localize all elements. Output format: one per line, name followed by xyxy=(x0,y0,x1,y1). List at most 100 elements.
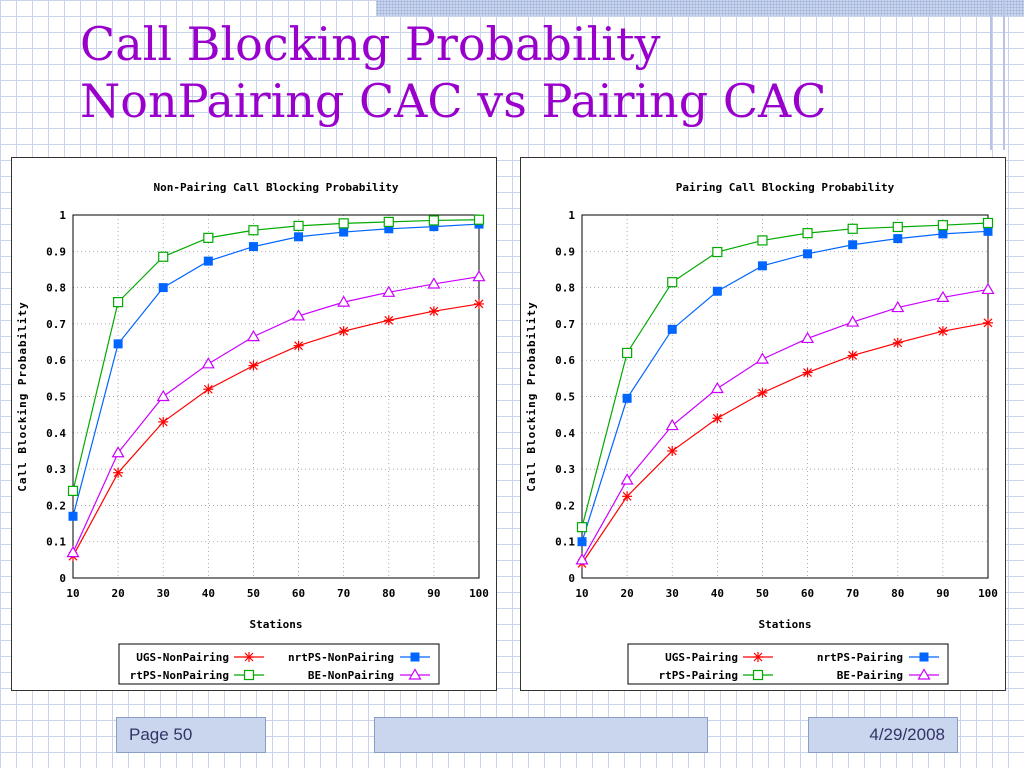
data-point-ugs-nonpairing xyxy=(113,467,124,478)
data-point-nrtps-nonpairing xyxy=(248,242,258,252)
x-tick-label: 50 xyxy=(756,587,769,600)
data-point-rtps-nonpairing xyxy=(473,214,485,225)
legend-marker-rtps-pairing xyxy=(752,669,764,681)
data-point-ugs-pairing xyxy=(757,387,768,398)
data-point-nrtps-nonpairing xyxy=(429,222,439,232)
y-tick-label: 0.6 xyxy=(555,354,575,367)
legend-label-ugs-pairing: UGS-Pairing xyxy=(665,651,738,664)
data-point-ugs-nonpairing-stroke xyxy=(113,468,123,478)
y-axis-label: Call Blocking Probability xyxy=(16,301,29,492)
data-point-be-pairing xyxy=(936,290,950,303)
legend-label-nrtps-nonpairing: nrtPS-NonPairing xyxy=(288,651,394,664)
data-point-nrtps-pairing xyxy=(622,393,632,403)
data-point-be-nonpairing xyxy=(246,329,260,342)
data-point-ugs-pairing-stroke xyxy=(667,446,677,456)
legend-marker-ugs-nonpairing xyxy=(244,652,254,662)
data-point-ugs-nonpairing-stroke xyxy=(294,341,303,351)
data-point-rtps-nonpairing xyxy=(158,251,169,262)
series-be-pairing xyxy=(575,282,995,565)
legend-marker-rtps-nonpairing xyxy=(243,669,255,681)
right-decorative-stripe xyxy=(990,0,992,150)
y-tick-label: 0 xyxy=(568,572,575,585)
data-point-nrtps-nonpairing xyxy=(384,224,394,234)
data-point-ugs-nonpairing-stroke xyxy=(429,306,439,316)
page-number: Page 50 xyxy=(129,725,193,744)
y-tick-label: 0.5 xyxy=(46,391,66,404)
y-tick-label: 0.2 xyxy=(555,499,575,512)
data-point-rtps-pairing xyxy=(667,277,678,288)
x-tick-label: 90 xyxy=(427,587,440,600)
y-tick-label: 0.9 xyxy=(46,245,66,258)
data-point-ugs-nonpairing xyxy=(338,326,349,337)
series-ugs-pairing xyxy=(577,317,993,569)
chart-title: Non-Pairing Call Blocking Probability xyxy=(153,181,398,194)
data-point-ugs-pairing-stroke xyxy=(712,413,722,423)
y-tick-label: 0 xyxy=(59,572,66,585)
series-be-nonpairing xyxy=(66,270,486,558)
y-tick-label: 0.2 xyxy=(46,499,66,512)
series-line-rtps-pairing xyxy=(581,222,989,528)
y-tick-label: 0.9 xyxy=(555,245,575,258)
data-point-ugs-nonpairing-stroke xyxy=(203,384,213,394)
data-point-be-pairing xyxy=(665,418,679,431)
y-tick-label: 0.4 xyxy=(46,427,66,440)
data-point-ugs-pairing-stroke xyxy=(983,318,993,328)
data-point-ugs-nonpairing xyxy=(383,315,394,326)
y-axis-label: Call Blocking Probability xyxy=(525,301,538,492)
chart-panel-nonpairing: Non-Pairing Call Blocking Probability 10 2… xyxy=(11,157,497,691)
series-line-rtps-nonpairing xyxy=(72,219,480,492)
chart-panel-pairing: Pairing Call Blocking Probability 10 20 30 4… xyxy=(520,157,1006,691)
slide-title: Call Blocking Probability NonPairing CAC… xyxy=(80,16,980,130)
data-point-ugs-pairing xyxy=(667,445,678,456)
x-axis-label: Stations xyxy=(759,618,812,631)
y-tick-label: 0.8 xyxy=(555,282,575,295)
data-point-rtps-pairing xyxy=(802,228,813,239)
chart-legend: UGS-NonPairing nrtPS-NonPairing rtPS-NonPa… xyxy=(118,643,440,685)
series-line-ugs-nonpairing xyxy=(72,303,480,557)
data-point-rtps-pairing xyxy=(847,223,858,234)
data-point-rtps-nonpairing xyxy=(383,216,394,227)
x-tick-label: 100 xyxy=(469,587,489,600)
data-point-ugs-nonpairing xyxy=(248,360,259,371)
data-point-rtps-nonpairing xyxy=(293,220,304,231)
x-axis-label: Stations xyxy=(250,618,303,631)
data-point-nrtps-pairing xyxy=(983,226,993,236)
data-point-rtps-pairing xyxy=(576,522,588,533)
data-point-rtps-nonpairing xyxy=(113,297,124,308)
x-tick-label: 20 xyxy=(620,587,633,600)
data-point-be-nonpairing xyxy=(156,389,170,402)
right-decorative-stripe xyxy=(1003,0,1005,150)
x-tick-label: 60 xyxy=(292,587,305,600)
data-point-nrtps-nonpairing xyxy=(158,283,168,293)
data-point-be-pairing xyxy=(755,352,769,364)
data-point-ugs-pairing xyxy=(983,317,993,328)
data-point-nrtps-nonpairing xyxy=(203,256,213,266)
data-point-nrtps-nonpairing xyxy=(339,227,349,237)
data-point-be-nonpairing xyxy=(201,357,215,369)
y-tick-label: 0.7 xyxy=(555,318,575,331)
data-point-ugs-pairing-stroke xyxy=(803,368,812,377)
data-point-be-pairing xyxy=(575,553,589,565)
x-tick-label: 40 xyxy=(711,587,724,600)
series-line-nrtps-pairing xyxy=(581,230,989,542)
data-point-nrtps-nonpairing xyxy=(68,511,78,521)
x-tick-label: 10 xyxy=(66,587,79,600)
y-tick-label: 0.3 xyxy=(46,463,66,476)
legend-marker-nrtps-nonpairing xyxy=(410,652,420,662)
x-tick-label: 90 xyxy=(936,587,949,600)
slide-title-line-2: NonPairing CAC vs Pairing CAC xyxy=(80,74,827,128)
series-line-ugs-pairing xyxy=(581,322,989,564)
data-point-ugs-pairing-stroke xyxy=(848,351,858,360)
series-rtps-pairing xyxy=(576,217,994,533)
series-nrtps-pairing xyxy=(577,226,993,547)
data-point-nrtps-pairing xyxy=(757,261,767,271)
data-point-be-nonpairing xyxy=(292,309,306,321)
y-tick-label: 0.6 xyxy=(46,354,66,367)
data-point-ugs-nonpairing-stroke xyxy=(474,299,484,309)
data-point-rtps-nonpairing xyxy=(248,225,259,236)
x-tick-label: 80 xyxy=(382,587,395,600)
data-point-ugs-nonpairing xyxy=(203,384,214,395)
legend-box xyxy=(627,643,949,685)
